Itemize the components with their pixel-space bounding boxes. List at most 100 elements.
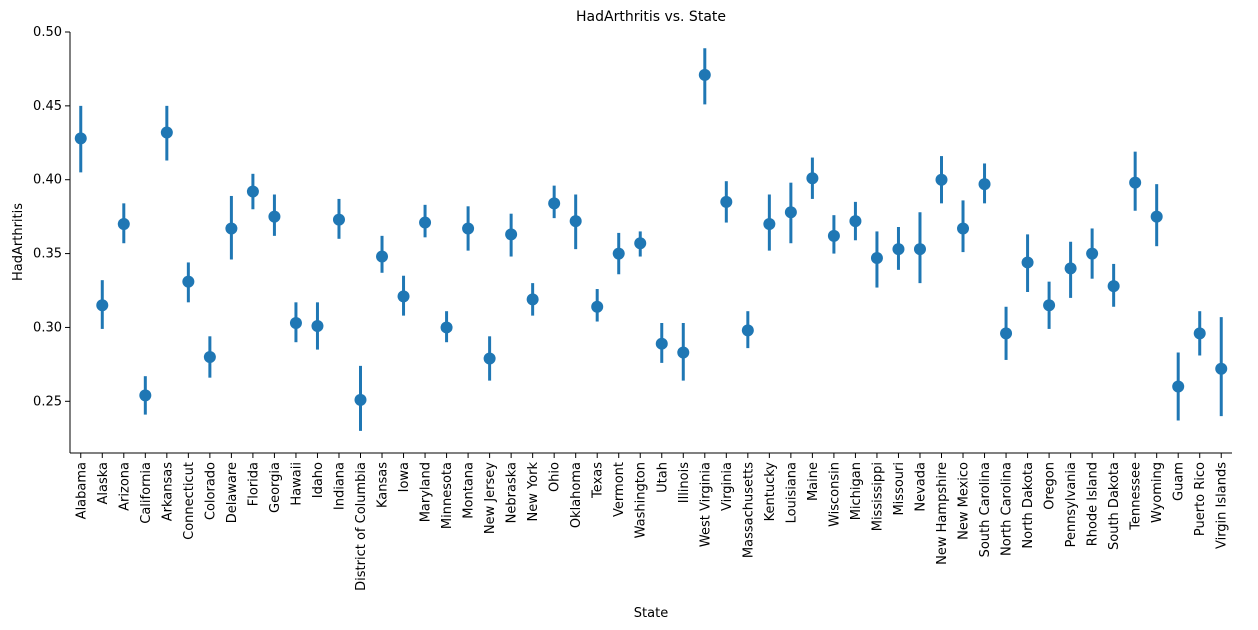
data-point — [419, 216, 432, 229]
x-tick-label: Rhode Island — [1086, 462, 1101, 546]
x-tick-label: Nevada — [913, 462, 928, 512]
data-point — [397, 290, 410, 303]
x-tick-label: Oregon — [1043, 462, 1058, 510]
x-tick-label: West Virginia — [698, 462, 713, 547]
y-axis-label: HadArthritis — [11, 203, 26, 281]
data-point — [1000, 327, 1013, 340]
x-tick-label: Maryland — [419, 462, 434, 522]
y-tick-label: 0.30 — [33, 320, 62, 335]
data-point — [203, 350, 216, 363]
x-tick-label: Hawaii — [289, 462, 304, 506]
x-tick-label: District of Columbia — [354, 462, 369, 591]
data-point — [548, 197, 561, 210]
data-point — [1172, 380, 1185, 393]
y-tick-label: 0.45 — [33, 99, 62, 114]
data-point — [289, 317, 302, 330]
data-point — [913, 243, 926, 256]
data-point — [1193, 327, 1206, 340]
x-tick-label: Illinois — [677, 462, 692, 503]
x-tick-label: Arkansas — [160, 462, 175, 521]
data-point — [763, 218, 776, 231]
y-tick-label: 0.25 — [33, 394, 62, 409]
x-tick-label: Idaho — [311, 462, 326, 498]
data-point — [569, 215, 582, 228]
data-point — [1129, 176, 1142, 189]
x-tick-label: Delaware — [225, 462, 240, 523]
data-point — [268, 210, 281, 223]
data-point — [96, 299, 109, 312]
x-tick-label: Wisconsin — [827, 462, 842, 527]
data-point — [784, 206, 797, 219]
x-tick-label: Tennessee — [1129, 462, 1144, 531]
x-tick-label: Kentucky — [763, 462, 778, 522]
x-tick-label: Montana — [462, 462, 477, 519]
data-marks — [74, 48, 1228, 431]
data-point — [1021, 256, 1034, 269]
data-point — [849, 215, 862, 228]
x-tick-label: Massachusetts — [741, 462, 756, 558]
data-point — [1043, 299, 1056, 312]
data-point — [827, 229, 840, 242]
x-tick-label: Missouri — [892, 462, 907, 516]
x-tick-label: Pennsylvania — [1064, 462, 1079, 547]
x-tick-label: North Dakota — [1021, 462, 1036, 549]
x-tick-label: Kansas — [376, 462, 391, 508]
data-point — [505, 228, 518, 241]
data-point — [978, 178, 991, 191]
data-point — [1064, 262, 1077, 275]
data-point — [311, 319, 324, 332]
data-point — [806, 172, 819, 185]
x-tick-label: Puerto Rico — [1193, 462, 1208, 536]
x-tick-label: South Dakota — [1107, 462, 1122, 550]
x-tick-label: Arizona — [117, 462, 132, 511]
data-point — [935, 173, 948, 186]
data-point — [462, 222, 475, 235]
x-tick-label: Wyoming — [1150, 462, 1165, 523]
data-point — [332, 213, 345, 226]
data-point — [677, 346, 690, 359]
data-point — [957, 222, 970, 235]
data-point — [483, 352, 496, 365]
x-tick-label: Indiana — [332, 462, 347, 510]
x-tick-label: North Carolina — [1000, 462, 1015, 556]
data-point — [1086, 247, 1099, 260]
data-point — [892, 243, 905, 256]
y-axis-ticks: 0.25 0.30 0.35 0.40 0.45 0.50 — [33, 25, 70, 409]
x-tick-label: Texas — [591, 462, 606, 499]
y-tick-label: 0.40 — [33, 173, 62, 188]
y-tick-label: 0.35 — [33, 247, 62, 262]
x-tick-label: New Hampshire — [935, 462, 950, 565]
x-tick-label: Nebraska — [505, 462, 520, 523]
data-point — [117, 218, 130, 231]
x-tick-label: Guam — [1172, 462, 1187, 501]
x-tick-label: Connecticut — [182, 462, 197, 540]
data-point — [182, 275, 195, 288]
x-tick-label: Utah — [655, 462, 670, 493]
x-tick-label: South Carolina — [978, 462, 993, 557]
x-tick-label: Mississippi — [870, 462, 885, 531]
y-tick-label: 0.50 — [33, 25, 62, 40]
x-tick-label: California — [139, 462, 154, 524]
x-tick-label: Florida — [246, 462, 261, 506]
x-tick-label: Minnesota — [440, 462, 455, 529]
x-tick-label: Alabama — [74, 462, 89, 519]
data-point — [655, 337, 668, 350]
x-tick-label: Maine — [806, 462, 821, 501]
data-point — [634, 237, 647, 250]
x-tick-label: Georgia — [268, 462, 283, 513]
data-point — [225, 222, 238, 235]
x-tick-label: Washington — [634, 462, 649, 538]
data-point — [720, 195, 733, 208]
x-tick-label: Michigan — [849, 462, 864, 520]
data-point — [376, 250, 389, 263]
data-point — [354, 393, 367, 406]
data-point — [870, 252, 883, 265]
data-point — [591, 300, 604, 313]
data-point — [741, 324, 754, 337]
x-tick-label: Vermont — [612, 462, 627, 517]
x-tick-label: Louisiana — [784, 462, 799, 523]
x-tick-label: Alaska — [96, 462, 111, 505]
x-tick-label: New Mexico — [957, 462, 972, 540]
x-tick-label: Iowa — [397, 462, 412, 492]
x-axis-label: State — [634, 606, 668, 621]
